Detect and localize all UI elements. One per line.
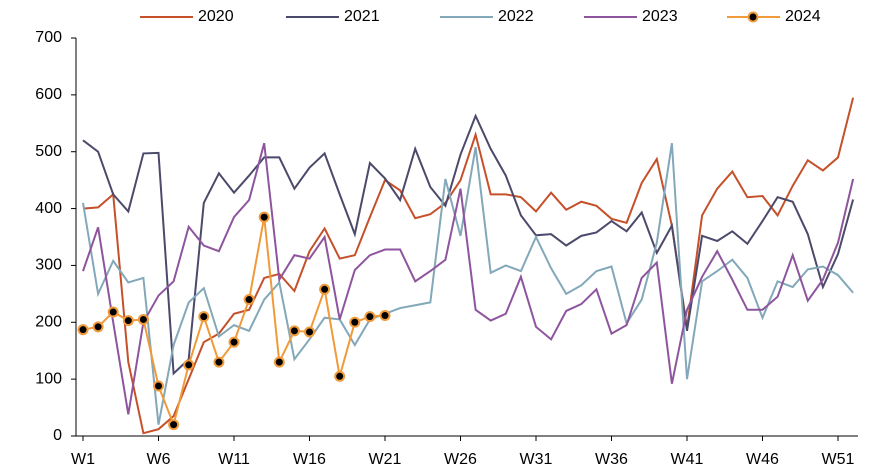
series-line xyxy=(82,143,854,425)
point-marker xyxy=(183,359,195,371)
point-marker xyxy=(273,356,285,368)
x-tick-label: W16 xyxy=(293,451,326,468)
point-marker xyxy=(304,326,315,338)
legend-label: 2021 xyxy=(344,8,380,25)
x-tick-label: W26 xyxy=(444,451,477,468)
point-marker xyxy=(364,311,376,323)
point-marker xyxy=(198,311,210,323)
x-tick-label: W6 xyxy=(147,451,171,468)
x-tick-label: W31 xyxy=(520,451,553,468)
point-marker xyxy=(319,283,331,295)
point-marker xyxy=(168,419,180,431)
legend-label: 2022 xyxy=(498,8,534,25)
x-tick-label: W51 xyxy=(822,451,855,468)
legend-label: 2024 xyxy=(785,8,821,25)
x-tick-label: W11 xyxy=(218,451,250,468)
point-marker xyxy=(288,325,300,337)
point-marker xyxy=(153,380,164,392)
y-tick-label: 500 xyxy=(35,143,62,160)
point-marker xyxy=(92,321,104,333)
y-tick-label: 400 xyxy=(35,200,62,217)
x-tick-label: W1 xyxy=(71,451,95,468)
y-tick-label: 100 xyxy=(35,370,62,387)
point-marker xyxy=(137,313,149,325)
x-tick-label: W36 xyxy=(595,451,628,468)
point-marker xyxy=(334,370,346,382)
legend-label: 2020 xyxy=(198,8,234,25)
point-marker xyxy=(228,336,240,348)
x-tick-label: W41 xyxy=(671,451,704,468)
y-tick-label: 700 xyxy=(35,29,62,46)
point-marker xyxy=(107,306,119,318)
x-tick-label: W21 xyxy=(369,451,402,468)
point-marker xyxy=(349,316,361,328)
series-line xyxy=(82,113,855,376)
x-tick-label: W46 xyxy=(746,451,779,468)
point-marker xyxy=(122,315,134,327)
point-marker xyxy=(213,356,225,368)
legend-marker xyxy=(747,11,759,23)
point-marker xyxy=(379,309,391,321)
legend-label: 2023 xyxy=(642,8,678,25)
y-tick-label: 600 xyxy=(35,86,62,103)
point-marker xyxy=(77,324,89,336)
series-line xyxy=(82,142,855,415)
y-tick-label: 0 xyxy=(53,427,62,444)
point-marker xyxy=(243,294,255,306)
point-marker xyxy=(258,211,270,223)
y-tick-label: 200 xyxy=(35,314,62,331)
y-tick-label: 300 xyxy=(35,257,62,274)
